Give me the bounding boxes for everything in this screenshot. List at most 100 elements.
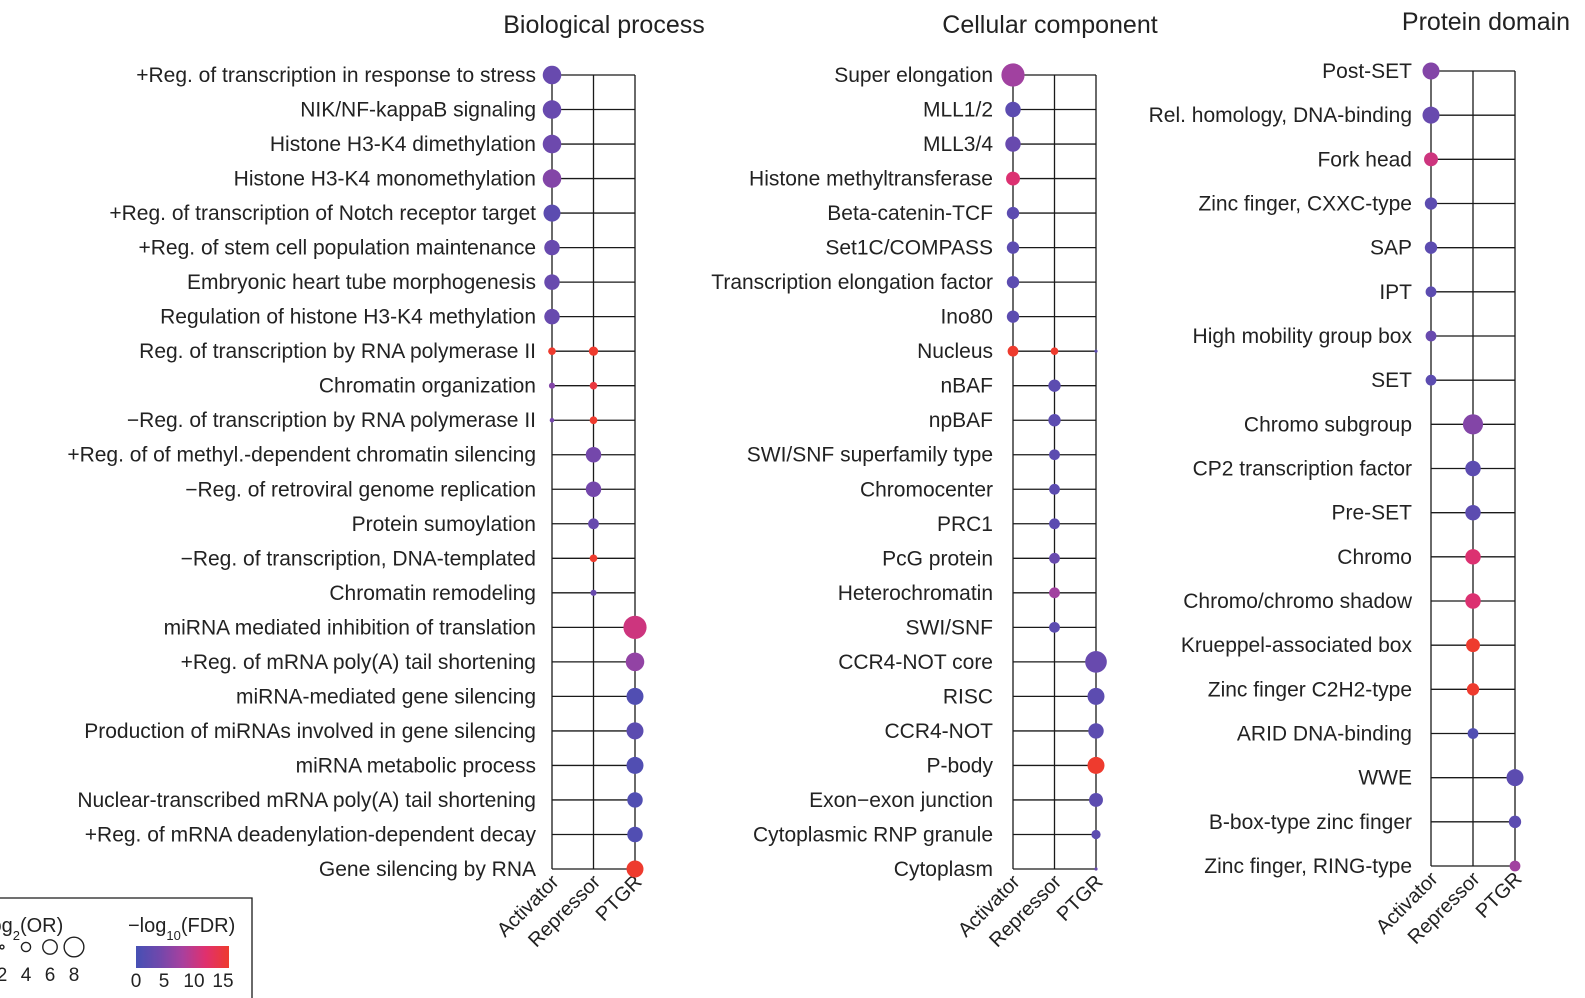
dot-chromo-repressor	[1465, 549, 1481, 565]
legend-color-bar	[136, 946, 229, 968]
dot-zinc-finger-ring-type-ptgr	[1509, 860, 1521, 872]
dot-beta-catenin-tcf-activator	[1006, 206, 1020, 220]
panel-cellular-component: Super elongation MLL1/2 MLL3/4 Histone meth…	[711, 63, 1108, 952]
term-label-cytoplasmic-rnp-granule: Cytoplasmic RNP granule	[753, 823, 993, 846]
dot-wwe-ptgr	[1506, 769, 1524, 787]
dot-gene-silencing-by-rna-ptgr	[626, 860, 644, 878]
dot-swi-snf-superfamily-type-repressor	[1049, 449, 1060, 461]
term-label-protein-sumoylation: Protein sumoylation	[352, 513, 536, 536]
dot-zinc-finger-cxxc-type-activator	[1424, 197, 1438, 210]
dot-mll3-4-activator	[1005, 136, 1021, 152]
legend-frame	[0, 897, 253, 998]
dot-regulation-of-histone-h3-k4-methylation-activator	[544, 308, 560, 325]
dot-chromatin-organization-repressor	[589, 381, 598, 390]
dot-histone-h3-k4-monomethylation-activator	[542, 169, 562, 188]
term-label-exon-exon-junction: Exon−exon junction	[809, 789, 993, 812]
term-label-chromatin-organization: Chromatin organization	[319, 375, 536, 398]
term-label-ccr4-not: CCR4-NOT	[885, 720, 994, 743]
term-label-heterochromatin: Heterochromatin	[838, 582, 993, 605]
dot-ccr4-not-ptgr	[1088, 723, 1104, 739]
term-label-high-mobility-group-box: High mobility group box	[1193, 325, 1413, 348]
dot-mirna-mediated-gene-silencing-ptgr	[626, 687, 644, 705]
dot-exon-exon-junction-ptgr	[1089, 793, 1103, 807]
dot-chromatin-organization-activator	[548, 382, 556, 389]
term-label-rel-homology-dna-binding: Rel. homology, DNA-binding	[1149, 104, 1412, 127]
dot-p-body-ptgr	[1087, 756, 1105, 774]
dot-ccr4-not-core-ptgr	[1085, 651, 1107, 673]
dot-set-activator	[1425, 374, 1437, 386]
term-label-sap: SAP	[1370, 237, 1412, 260]
dot-post-set-activator	[1422, 62, 1440, 80]
term-label-reg-of-transcription-by-rna-polymerase-ii: Reg. of transcription by RNA polymerase …	[139, 340, 536, 363]
dot-reg-of-stem-cell-population-maintenance-activator	[544, 239, 560, 256]
dot-chromo-subgroup-repressor	[1462, 414, 1484, 435]
term-label-b-box-type-zinc-finger: B-box-type zinc finger	[1209, 811, 1412, 834]
term-label-pre-set: Pre-SET	[1331, 502, 1412, 525]
dot-cytoplasmic-rnp-granule-ptgr	[1091, 829, 1101, 840]
dot-sap-activator	[1424, 241, 1438, 254]
term-label-reg-of-mrna-poly-a-tail-shortening: +Reg. of mRNA poly(A) tail shortening	[181, 651, 536, 674]
dot-arid-dna-binding-repressor	[1467, 728, 1479, 739]
term-label-beta-catenin-tcf: Beta-catenin-TCF	[827, 202, 993, 225]
dot-nbaf-repressor	[1048, 379, 1061, 392]
dot-protein-sumoylation-repressor	[588, 518, 599, 530]
term-label-mirna-metabolic-process: miRNA metabolic process	[296, 754, 536, 777]
dot-reg-of-transcription-by-rna-polymerase-ii-activator	[548, 347, 556, 356]
dot-reg-of-transcription-dna-templated-repressor	[589, 554, 598, 563]
term-label-histone-h3-k4-dimethylation: Histone H3-K4 dimethylation	[270, 133, 536, 156]
panel-protein-domain: Post-SET Rel. homology, DNA-binding Fork h…	[1149, 60, 1527, 949]
term-label-reg-of-of-methyl-dependent-chromatin-silencing: +Reg. of of methyl.-dependent chromatin …	[67, 444, 536, 467]
dot-production-of-mirnas-involved-in-gene-silencing-ptgr	[626, 722, 644, 740]
legend-size-circle-4	[20, 941, 32, 953]
term-label-risc: RISC	[943, 685, 993, 708]
dot-set1c-compass-activator	[1006, 241, 1020, 254]
dot-prc1-repressor	[1049, 518, 1060, 530]
dot-nucleus-activator	[1007, 345, 1019, 357]
dot-nucleus-ptgr	[1094, 349, 1098, 353]
dot-reg-of-transcription-of-notch-receptor-target-activator	[543, 204, 561, 222]
legend-color-label-10: 10	[183, 971, 204, 992]
panel-title-cellular-component: Cellular component	[942, 11, 1157, 39]
dot-fork-head-activator	[1424, 152, 1438, 167]
dot-b-box-type-zinc-finger-ptgr	[1508, 815, 1522, 829]
term-label-histone-methyltransferase: Histone methyltransferase	[749, 168, 993, 191]
term-label-p-body: P-body	[926, 754, 993, 777]
dot-nik-nf-kappab-signaling-activator	[542, 100, 562, 119]
legend-color-labels: 0 5 10 15	[131, 971, 234, 992]
dot-nuclear-transcribed-mrna-poly-a-tail-shortening-ptgr	[627, 792, 643, 808]
term-label-ipt: IPT	[1379, 281, 1412, 304]
term-label-chromocenter: Chromocenter	[860, 478, 993, 501]
term-label-histone-h3-k4-monomethylation: Histone H3-K4 monomethylation	[234, 168, 536, 191]
dot-cytoplasm-ptgr	[1094, 867, 1098, 871]
legend-color-label-0: 0	[131, 971, 142, 992]
term-label-set1c-compass: Set1C/COMPASS	[825, 237, 993, 260]
term-label-ccr4-not-core: CCR4-NOT core	[838, 651, 993, 674]
term-label-super-elongation: Super elongation	[834, 64, 993, 87]
legend-size-label-6: 6	[45, 965, 56, 986]
dot-chromo-chromo-shadow-repressor	[1465, 593, 1481, 609]
term-label-fork-head: Fork head	[1317, 148, 1412, 171]
panel-title-biological-process: Biological process	[503, 11, 705, 39]
term-label-post-set: Post-SET	[1322, 60, 1412, 83]
legend-size-circles	[0, 936, 85, 958]
term-label-mirna-mediated-gene-silencing: miRNA-mediated gene silencing	[236, 685, 536, 708]
term-label-nucleus: Nucleus	[917, 340, 993, 363]
legend-size-circle-8	[63, 936, 85, 958]
term-label-mirna-mediated-inhibition-of-translation: miRNA mediated inhibition of translation	[164, 616, 536, 639]
term-label-zinc-finger-c2h2-type: Zinc finger C2H2-type	[1208, 678, 1412, 701]
term-label-prc1: PRC1	[937, 513, 993, 536]
panel-biological-process: +Reg. of transcription in response to st…	[67, 64, 647, 952]
dot-reg-of-transcription-by-rna-polymerase-ii-activator	[549, 417, 555, 423]
term-label-reg-of-transcription-by-rna-polymerase-ii: −Reg. of transcription by RNA polymerase…	[127, 409, 536, 432]
legend-size-circle-2	[0, 944, 5, 950]
dot-mirna-mediated-inhibition-of-translation-ptgr	[623, 615, 647, 639]
term-label-chromo-chromo-shadow: Chromo/chromo shadow	[1183, 590, 1413, 613]
dot-mll1-2-activator	[1005, 101, 1021, 118]
dot-cp2-transcription-factor-repressor	[1465, 460, 1481, 477]
dot-nucleus-repressor	[1050, 347, 1059, 356]
dot-histone-h3-k4-dimethylation-activator	[542, 134, 562, 154]
term-label-reg-of-mrna-deadenylation-dependent-decay: +Reg. of mRNA deadenylation-dependent de…	[85, 823, 537, 846]
column-label-ptgr: PTGR	[1472, 868, 1527, 923]
term-label-cytoplasm: Cytoplasm	[894, 858, 993, 881]
term-label-regulation-of-histone-h3-k4-methylation: Regulation of histone H3-K4 methylation	[160, 306, 536, 329]
